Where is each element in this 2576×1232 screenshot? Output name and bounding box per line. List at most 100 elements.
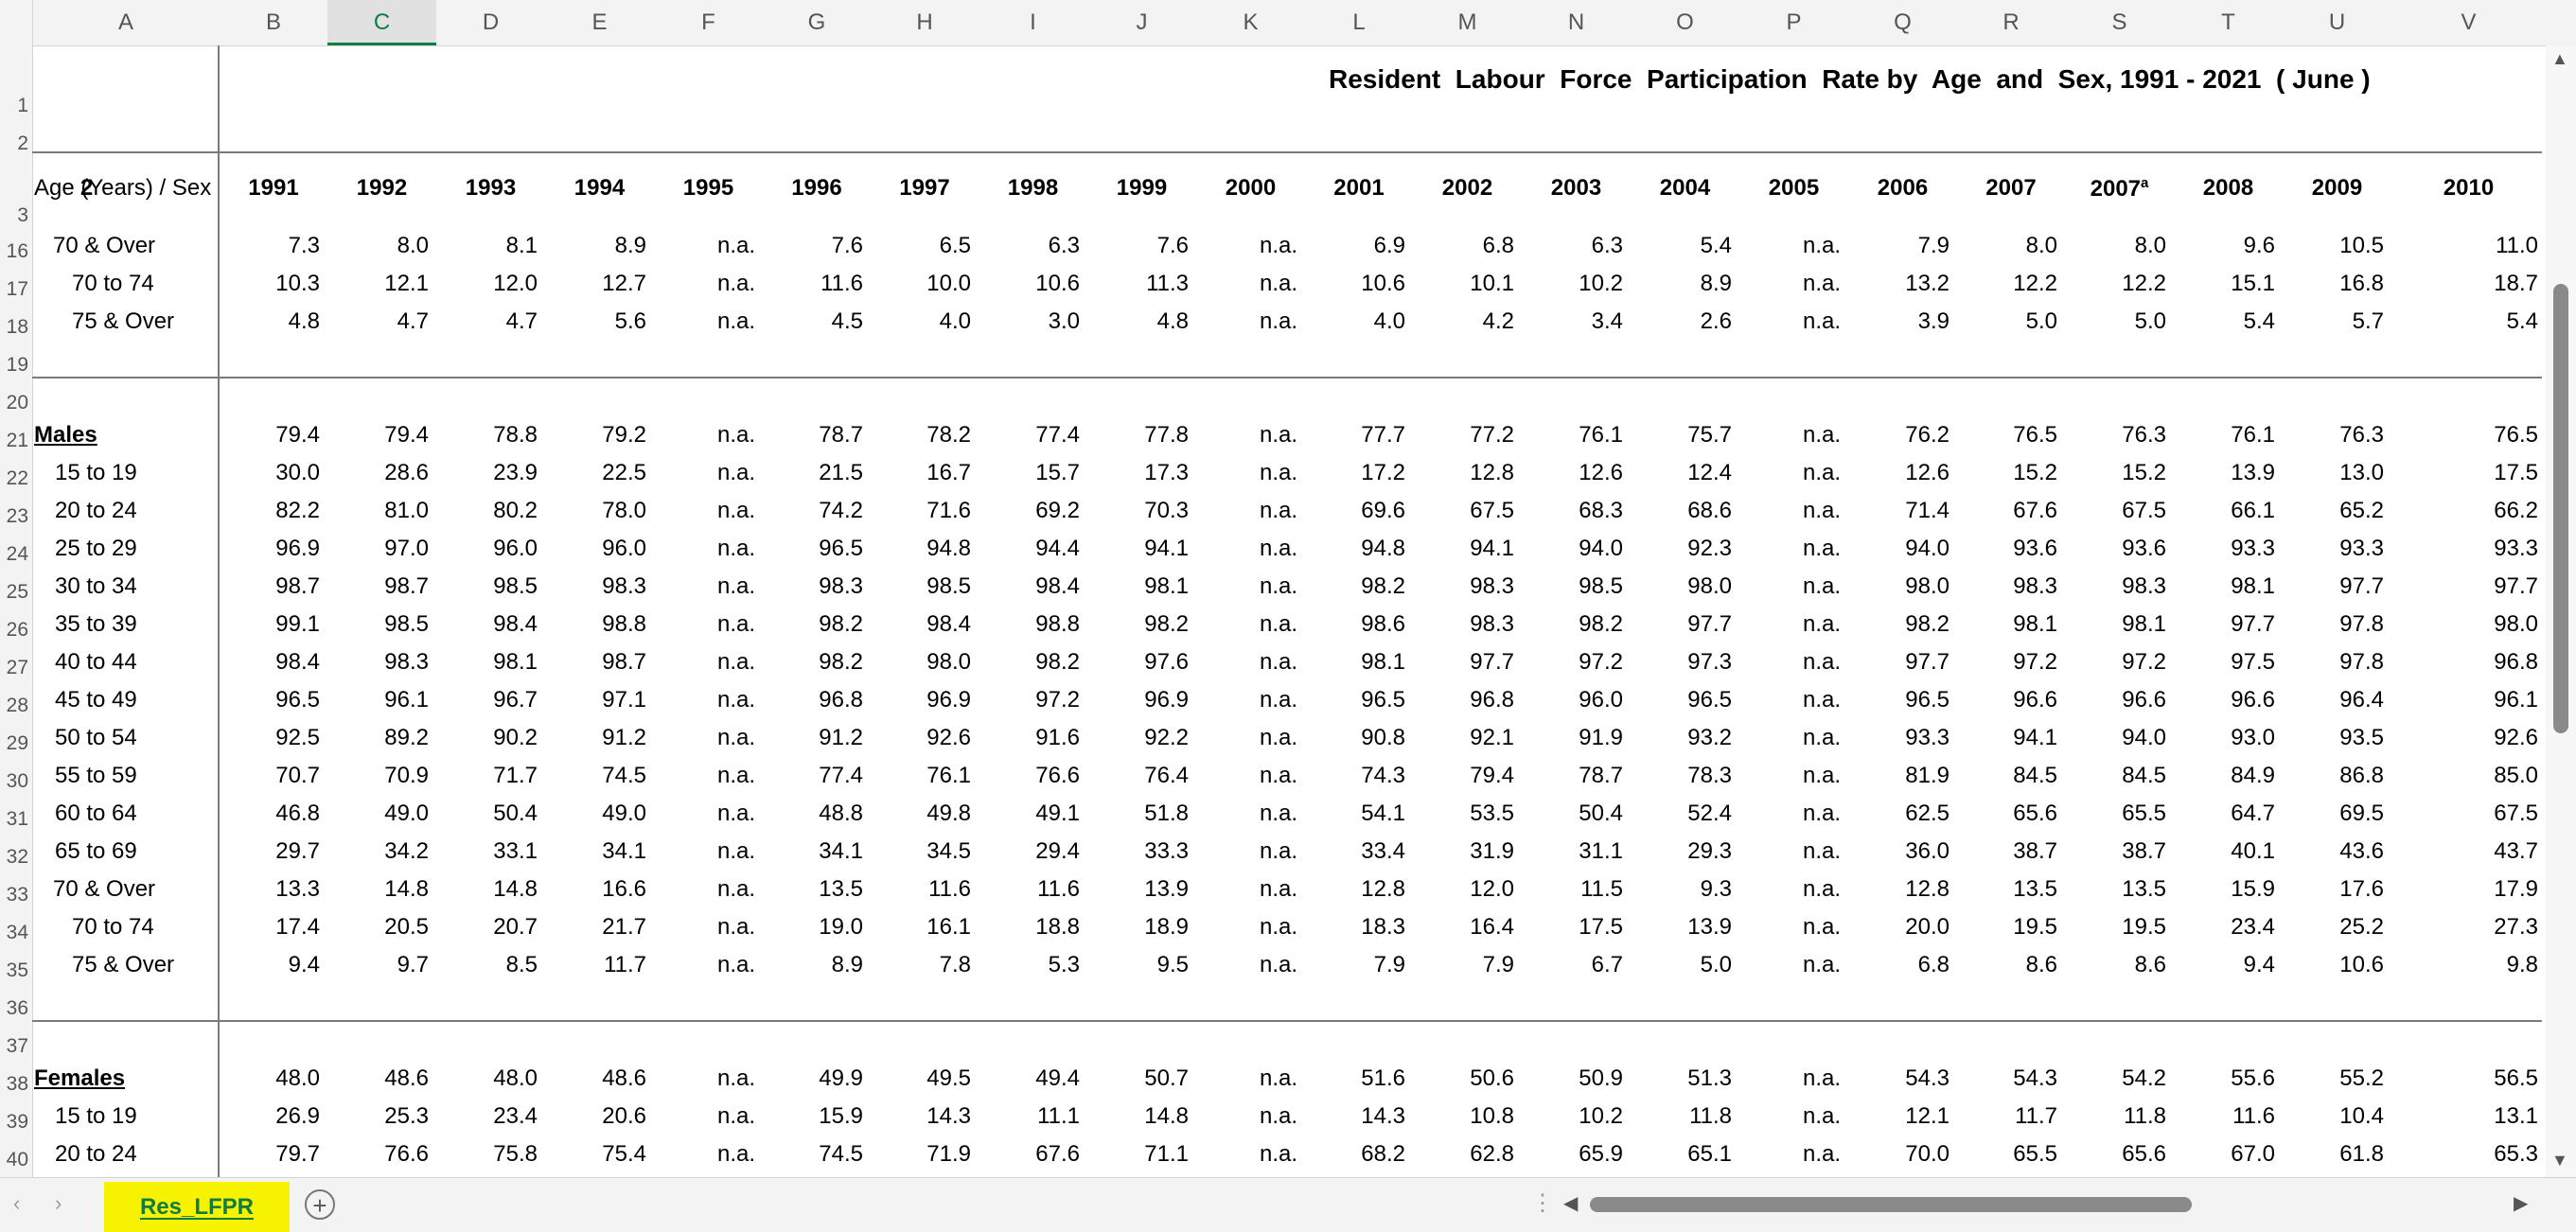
data-cell[interactable]: 91.2: [819, 725, 863, 750]
data-cell[interactable]: 98.5: [1579, 573, 1623, 599]
data-cell[interactable]: 78.7: [819, 422, 863, 448]
data-cell[interactable]: 19.0: [819, 914, 863, 940]
data-cell[interactable]: 27.3: [2494, 914, 2538, 940]
data-cell[interactable]: 84.5: [2122, 763, 2166, 788]
row-header-3[interactable]: 3: [17, 204, 28, 226]
column-header-m[interactable]: M: [1457, 9, 1477, 35]
data-cell[interactable]: 50.4: [1579, 801, 1623, 826]
data-cell[interactable]: 10.8: [1470, 1103, 1514, 1129]
data-cell[interactable]: 13.0: [2339, 460, 2384, 485]
data-cell[interactable]: 17.5: [2494, 460, 2538, 485]
data-cell[interactable]: 48.0: [493, 1065, 538, 1091]
row-header-27[interactable]: 27: [6, 657, 28, 678]
data-cell[interactable]: 77.8: [1144, 422, 1189, 448]
data-cell[interactable]: 52.4: [1687, 801, 1732, 826]
column-header-h[interactable]: H: [916, 9, 933, 35]
data-cell[interactable]: 34.2: [384, 838, 429, 864]
row-header-29[interactable]: 29: [6, 732, 28, 754]
data-cell[interactable]: 17.3: [1144, 460, 1189, 485]
data-cell[interactable]: n.a.: [716, 876, 755, 902]
data-cell[interactable]: 43.7: [2494, 838, 2538, 864]
data-cell[interactable]: 34.5: [926, 838, 971, 864]
data-cell[interactable]: n.a.: [1802, 1103, 1841, 1129]
data-cell[interactable]: 3.9: [1917, 308, 1950, 334]
data-cell[interactable]: 98.4: [926, 611, 971, 637]
data-cell[interactable]: 8.9: [614, 233, 646, 258]
data-cell[interactable]: 4.7: [505, 308, 538, 334]
data-cell[interactable]: n.a.: [1259, 876, 1297, 902]
data-cell[interactable]: 23.9: [493, 460, 538, 485]
data-cell[interactable]: 98.2: [1035, 649, 1080, 675]
data-cell[interactable]: 25.2: [2339, 914, 2384, 940]
data-cell[interactable]: n.a.: [1259, 233, 1297, 258]
data-cell[interactable]: 7.9: [1917, 233, 1950, 258]
data-cell[interactable]: 16.6: [602, 876, 646, 902]
data-cell[interactable]: 74.5: [819, 1141, 863, 1167]
data-cell[interactable]: 91.2: [602, 725, 646, 750]
data-cell[interactable]: 98.4: [1035, 573, 1080, 599]
data-cell[interactable]: 80.2: [493, 498, 538, 523]
data-cell[interactable]: 77.2: [1470, 422, 1514, 448]
data-cell[interactable]: 7.3: [288, 233, 320, 258]
data-cell[interactable]: 70.0: [1905, 1141, 1950, 1167]
data-cell[interactable]: 94.0: [1905, 536, 1950, 561]
data-cell[interactable]: 13.1: [2494, 1103, 2538, 1129]
data-cell[interactable]: 96.5: [1687, 687, 1732, 713]
data-cell[interactable]: 96.0: [1579, 687, 1623, 713]
data-cell[interactable]: 38.7: [2122, 838, 2166, 864]
data-cell[interactable]: n.a.: [1259, 573, 1297, 599]
data-cell[interactable]: n.a.: [1259, 1065, 1297, 1091]
age-group-label[interactable]: 15 to 19: [55, 460, 137, 485]
row-header-2[interactable]: 2: [17, 132, 28, 154]
data-cell[interactable]: n.a.: [1259, 763, 1297, 788]
data-cell[interactable]: 96.0: [602, 536, 646, 561]
data-cell[interactable]: 16.8: [2339, 271, 2384, 296]
row-header-20[interactable]: 20: [6, 392, 28, 414]
data-cell[interactable]: n.a.: [1802, 271, 1841, 296]
data-cell[interactable]: 96.0: [493, 536, 538, 561]
data-cell[interactable]: 75.7: [1687, 422, 1732, 448]
data-cell[interactable]: 29.7: [275, 838, 320, 864]
data-cell[interactable]: 14.8: [384, 876, 429, 902]
data-cell[interactable]: 79.4: [384, 422, 429, 448]
data-cell[interactable]: 67.0: [2231, 1141, 2275, 1167]
data-cell[interactable]: 98.5: [493, 573, 538, 599]
data-cell[interactable]: 98.1: [1361, 649, 1405, 675]
data-cell[interactable]: 71.4: [1905, 498, 1950, 523]
data-cell[interactable]: 65.6: [2013, 801, 2057, 826]
data-cell[interactable]: 74.2: [819, 498, 863, 523]
data-cell[interactable]: 18.8: [1035, 914, 1080, 940]
data-cell[interactable]: 65.9: [1579, 1141, 1623, 1167]
data-cell[interactable]: 15.9: [2231, 876, 2275, 902]
data-cell[interactable]: 78.3: [1687, 763, 1732, 788]
column-header-d[interactable]: D: [482, 9, 500, 35]
data-cell[interactable]: n.a.: [716, 271, 755, 296]
data-cell[interactable]: 97.7: [1905, 649, 1950, 675]
data-cell[interactable]: 9.7: [397, 952, 429, 977]
data-cell[interactable]: 65.1: [1687, 1141, 1732, 1167]
data-cell[interactable]: 48.8: [819, 801, 863, 826]
age-group-label[interactable]: 55 to 59: [55, 763, 137, 788]
data-cell[interactable]: 93.3: [2339, 536, 2384, 561]
data-cell[interactable]: 11.6: [1037, 876, 1080, 902]
data-cell[interactable]: n.a.: [1259, 1141, 1297, 1167]
data-cell[interactable]: 98.0: [2494, 611, 2538, 637]
column-header-c[interactable]: C: [327, 0, 436, 45]
row-header-31[interactable]: 31: [6, 808, 28, 830]
data-cell[interactable]: 96.6: [2122, 687, 2166, 713]
data-cell[interactable]: 76.1: [926, 763, 971, 788]
column-header-t[interactable]: T: [2221, 9, 2235, 35]
data-cell[interactable]: n.a.: [716, 952, 755, 977]
data-cell[interactable]: 4.0: [939, 308, 971, 334]
data-cell[interactable]: 10.1: [1470, 271, 1514, 296]
data-cell[interactable]: 12.0: [493, 271, 538, 296]
data-cell[interactable]: n.a.: [716, 573, 755, 599]
data-cell[interactable]: 98.0: [1905, 573, 1950, 599]
data-cell[interactable]: 70.7: [275, 763, 320, 788]
data-cell[interactable]: 81.9: [1905, 763, 1950, 788]
data-cell[interactable]: 55.6: [2231, 1065, 2275, 1091]
data-cell[interactable]: 76.5: [2013, 422, 2057, 448]
data-cell[interactable]: 96.8: [1470, 687, 1514, 713]
data-cell[interactable]: 15.1: [2231, 271, 2275, 296]
data-cell[interactable]: 78.8: [493, 422, 538, 448]
